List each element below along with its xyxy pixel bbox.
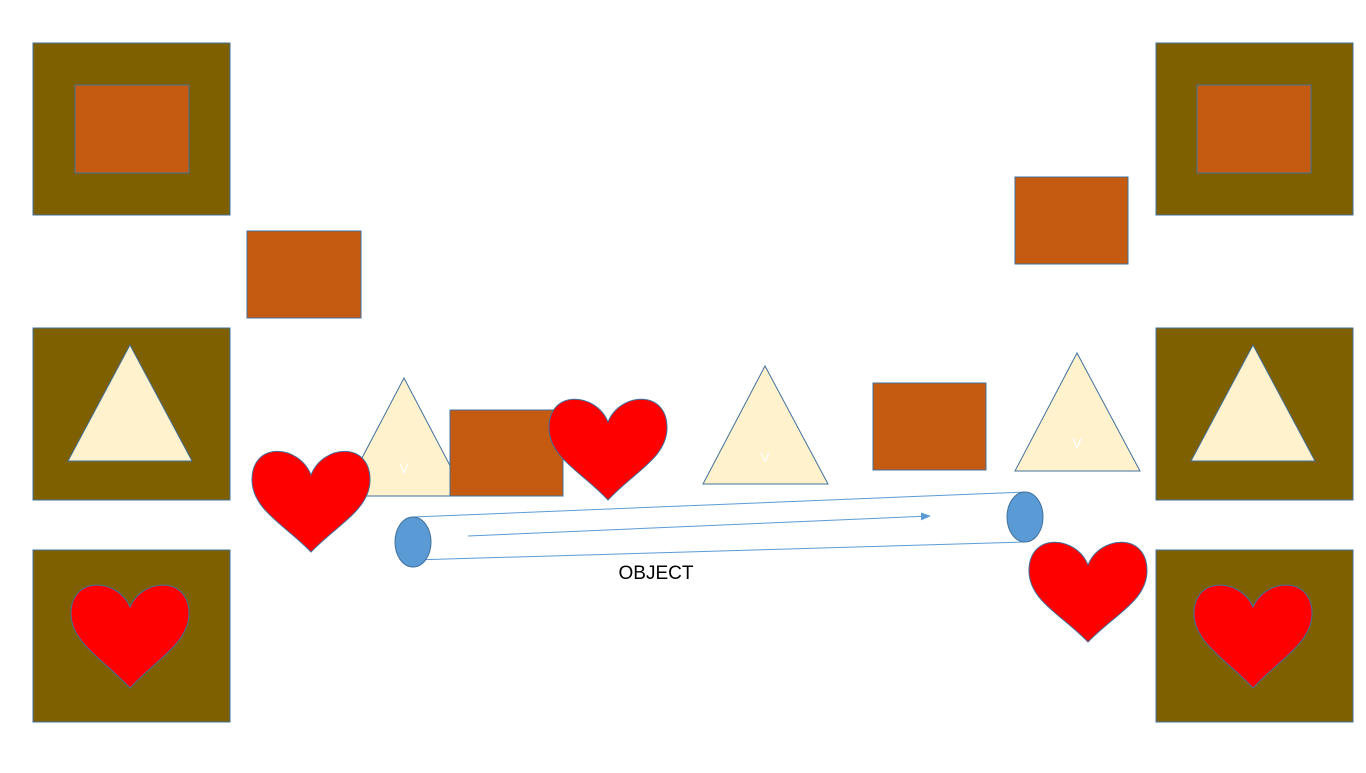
- loose-square-2: [1014, 176, 1129, 265]
- loose-heart-1: [251, 450, 371, 553]
- loose-heart-2: [548, 398, 668, 501]
- bin-left-triangle: [32, 327, 231, 501]
- bin-left-heart: [32, 549, 231, 723]
- heart-icon: [70, 584, 190, 689]
- conveyor-label: OBJECT: [619, 563, 694, 584]
- loose-square-1: [246, 230, 362, 319]
- loose-square-4: [872, 382, 987, 471]
- bin-right-heart: [1155, 549, 1354, 723]
- square-icon: [1196, 84, 1312, 174]
- square-icon: [74, 84, 190, 174]
- loose-heart-3: [1028, 541, 1148, 643]
- triangle-mark: V: [760, 449, 770, 465]
- triangle-icon: [341, 376, 467, 497]
- loose-triangle-3: V: [1014, 351, 1141, 472]
- triangle-icon: [702, 364, 829, 485]
- bin-left-square: [32, 42, 231, 216]
- direction-arrow: [467, 512, 931, 537]
- loose-triangle-1: V: [341, 376, 467, 497]
- conveyor-end-left: [394, 516, 432, 568]
- triangle-mark: V: [1072, 435, 1082, 451]
- triangle-icon: [67, 343, 193, 462]
- bin-right-triangle: [1155, 327, 1354, 501]
- triangle-mark: V: [399, 460, 409, 476]
- bin-right-square: [1155, 42, 1354, 216]
- loose-triangle-2: V: [702, 364, 829, 485]
- triangle-icon: [1014, 351, 1141, 472]
- conveyor-end-right: [1006, 491, 1044, 543]
- loose-square-3: [449, 409, 564, 497]
- triangle-icon: [1190, 343, 1316, 462]
- heart-icon: [1193, 584, 1313, 689]
- conveyor-belt: [394, 491, 1044, 568]
